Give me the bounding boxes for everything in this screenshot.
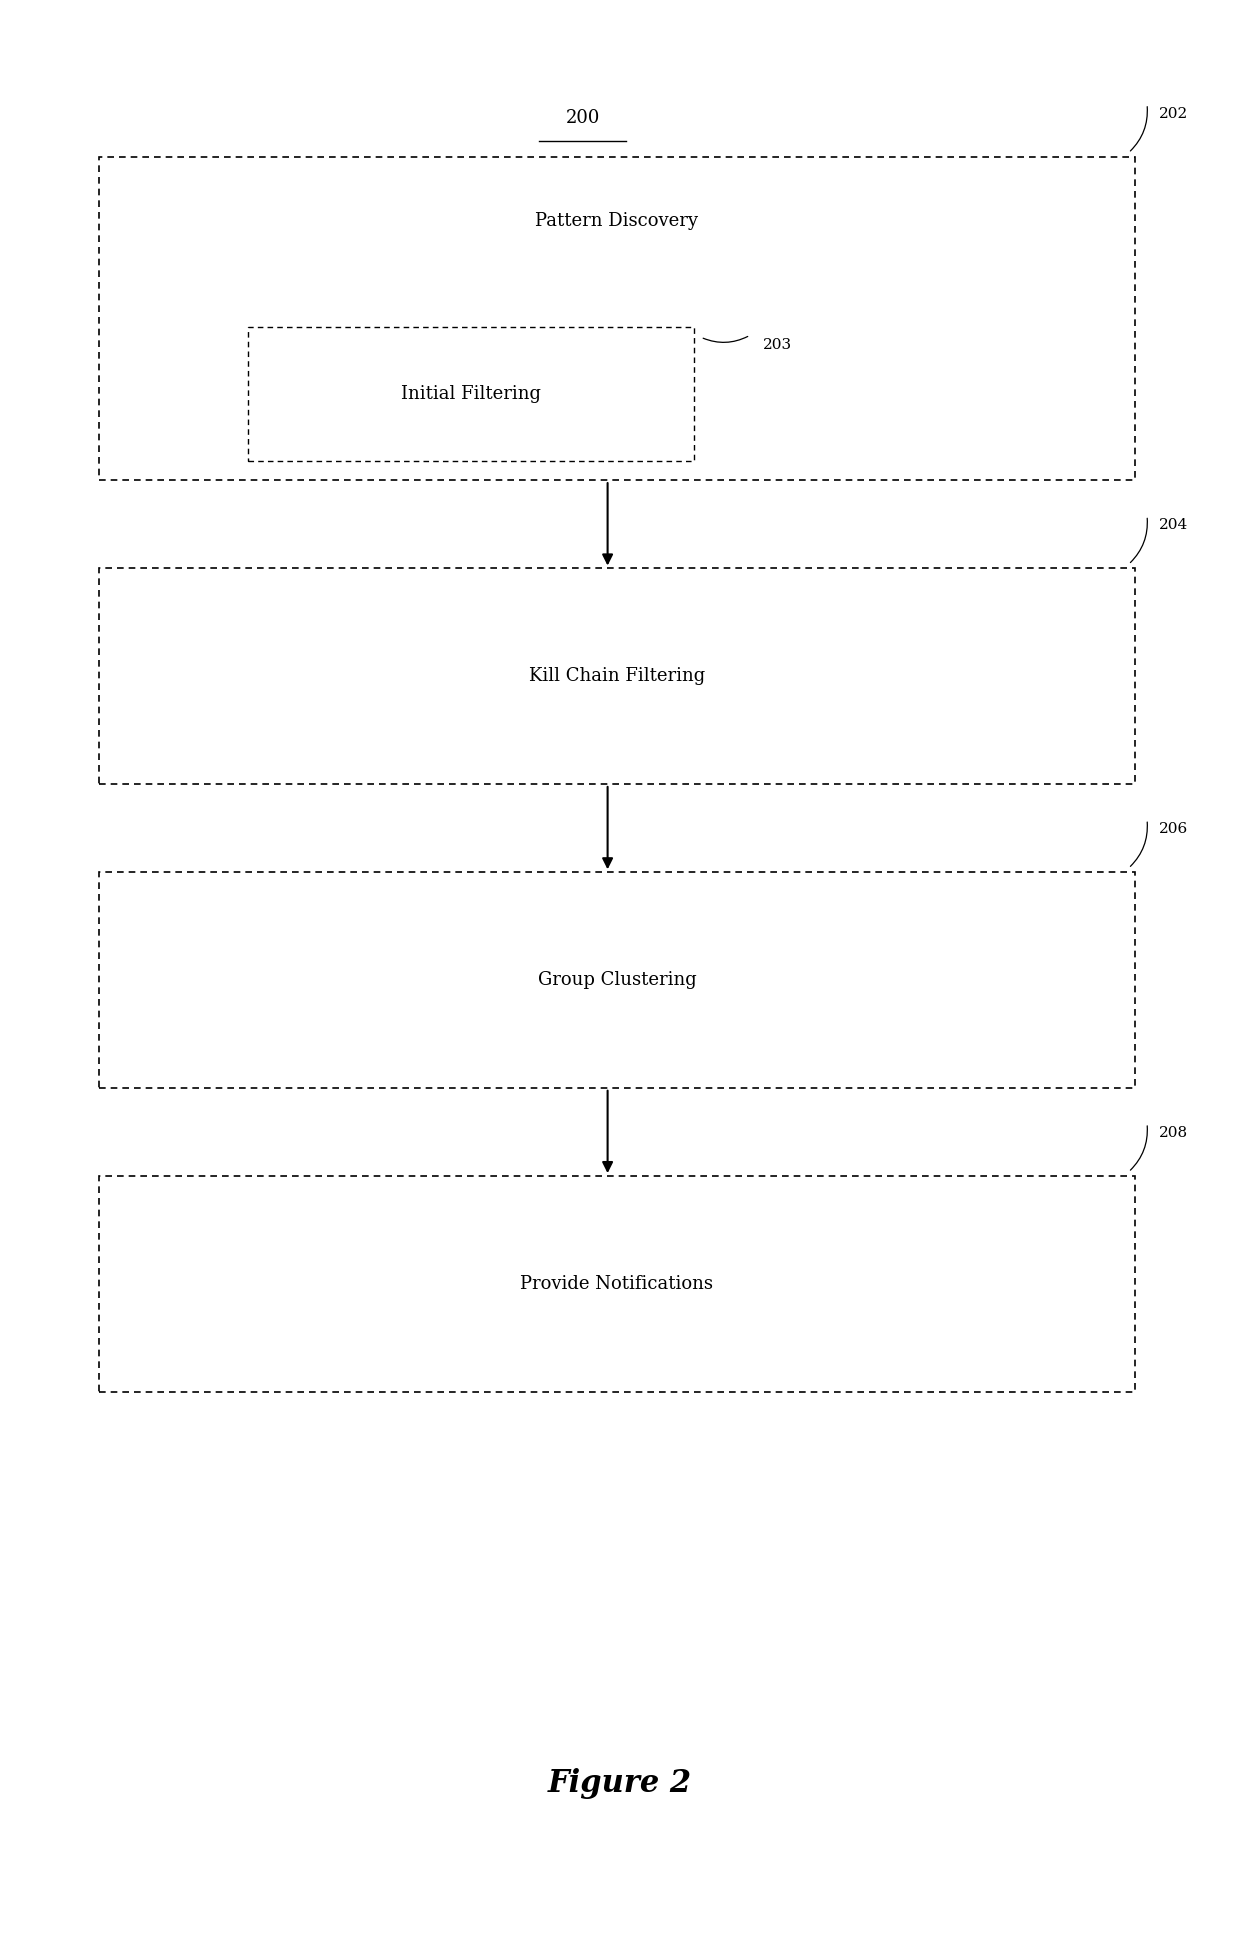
Text: Figure 2: Figure 2 [548,1768,692,1799]
Text: Provide Notifications: Provide Notifications [521,1274,713,1294]
Text: 200: 200 [565,110,600,127]
Text: Kill Chain Filtering: Kill Chain Filtering [528,666,706,686]
Text: Pattern Discovery: Pattern Discovery [536,212,698,229]
Text: Group Clustering: Group Clustering [537,970,697,990]
FancyBboxPatch shape [99,1176,1135,1392]
Text: Initial Filtering: Initial Filtering [402,384,541,404]
FancyBboxPatch shape [99,872,1135,1088]
Text: 204: 204 [1159,517,1189,533]
FancyBboxPatch shape [248,327,694,461]
FancyBboxPatch shape [99,157,1135,480]
Text: 208: 208 [1159,1125,1188,1141]
Text: 206: 206 [1159,821,1189,837]
FancyBboxPatch shape [99,568,1135,784]
Text: 202: 202 [1159,106,1189,122]
Text: 203: 203 [763,337,791,353]
